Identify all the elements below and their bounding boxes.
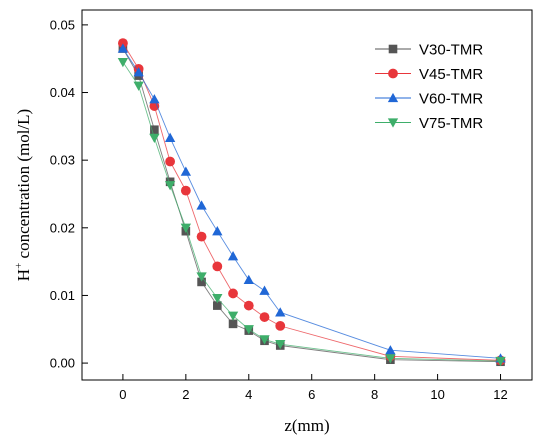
series-V75-TMR bbox=[117, 57, 506, 367]
x-axis-ticks: 0 2 4 6 8 10 12 bbox=[119, 374, 508, 402]
series-layer bbox=[117, 38, 506, 367]
data-point bbox=[228, 288, 238, 299]
legend-marker bbox=[388, 68, 398, 79]
data-point bbox=[385, 345, 396, 355]
data-point bbox=[259, 335, 270, 345]
x-tick-label: 0 bbox=[119, 387, 126, 402]
data-point bbox=[197, 277, 206, 287]
data-point bbox=[117, 43, 129, 53]
y-tick-label: 0.05 bbox=[50, 17, 75, 32]
legend-label: V45-TMR bbox=[419, 66, 483, 83]
data-point bbox=[259, 312, 270, 322]
data-point bbox=[196, 272, 207, 282]
data-point bbox=[164, 132, 176, 142]
legend: V30-TMR V45-TMR V60-TMR V75-TMR bbox=[375, 42, 483, 132]
data-point bbox=[385, 354, 396, 364]
data-point bbox=[243, 274, 254, 285]
data-point bbox=[227, 251, 239, 261]
data-point bbox=[228, 319, 238, 329]
data-point bbox=[117, 57, 129, 68]
data-point bbox=[275, 307, 286, 317]
legend-marker bbox=[387, 92, 399, 103]
legend-item: V45-TMR bbox=[375, 66, 483, 83]
legend-marker bbox=[387, 118, 399, 128]
x-tick-label: 6 bbox=[308, 387, 315, 402]
data-point bbox=[213, 301, 222, 310]
legend-label: V30-TMR bbox=[419, 42, 483, 59]
data-point bbox=[133, 67, 144, 77]
data-point bbox=[164, 181, 176, 191]
data-point bbox=[259, 285, 270, 295]
y-axis-ticks: 0.00 0.01 0.02 0.03 0.04 0.05 bbox=[50, 17, 88, 371]
y-tick-label: 0.03 bbox=[50, 153, 75, 168]
data-point bbox=[180, 185, 191, 196]
data-point bbox=[212, 261, 223, 272]
data-point bbox=[149, 101, 160, 111]
x-tick-label: 10 bbox=[430, 387, 444, 402]
data-point bbox=[180, 223, 192, 233]
data-point bbox=[149, 133, 160, 144]
data-point bbox=[243, 300, 254, 311]
data-point bbox=[275, 320, 286, 331]
data-point bbox=[165, 156, 176, 167]
data-point bbox=[495, 356, 506, 367]
y-tick-label: 0.01 bbox=[50, 288, 75, 303]
x-tick-label: 12 bbox=[493, 387, 507, 402]
legend-item: V75-TMR bbox=[375, 115, 483, 132]
data-point bbox=[196, 200, 207, 210]
legend-item: V60-TMR bbox=[375, 91, 483, 108]
x-tick-label: 2 bbox=[182, 387, 189, 402]
y-axis-title-rest: concentration (mol/L) bbox=[14, 109, 33, 263]
y-tick-label: 0.00 bbox=[50, 356, 75, 371]
data-point bbox=[196, 231, 207, 242]
legend-item: V30-TMR bbox=[375, 42, 483, 59]
data-point bbox=[243, 325, 254, 335]
data-point bbox=[212, 226, 223, 236]
data-point bbox=[149, 94, 160, 104]
legend-marker bbox=[388, 44, 398, 54]
data-point bbox=[133, 81, 144, 91]
legend-label: V75-TMR bbox=[419, 115, 483, 132]
x-tick-label: 4 bbox=[245, 387, 252, 402]
data-point bbox=[227, 311, 239, 321]
y-tick-label: 0.04 bbox=[50, 85, 75, 100]
data-point bbox=[275, 340, 286, 350]
data-point bbox=[180, 166, 192, 176]
legend-label: V60-TMR bbox=[419, 91, 483, 108]
data-point bbox=[212, 294, 223, 304]
data-point bbox=[118, 38, 128, 49]
data-point bbox=[150, 125, 159, 135]
y-axis-title: H+ concentration (mol/L) bbox=[13, 109, 33, 281]
y-axis-title-main: H bbox=[14, 269, 33, 281]
y-axis-title-superscript: + bbox=[13, 263, 25, 269]
x-axis-title: z(mm) bbox=[284, 416, 329, 435]
plot-frame bbox=[81, 9, 533, 381]
series-V60-TMR bbox=[117, 43, 506, 363]
y-tick-label: 0.02 bbox=[50, 220, 75, 235]
x-tick-label: 8 bbox=[371, 387, 378, 402]
